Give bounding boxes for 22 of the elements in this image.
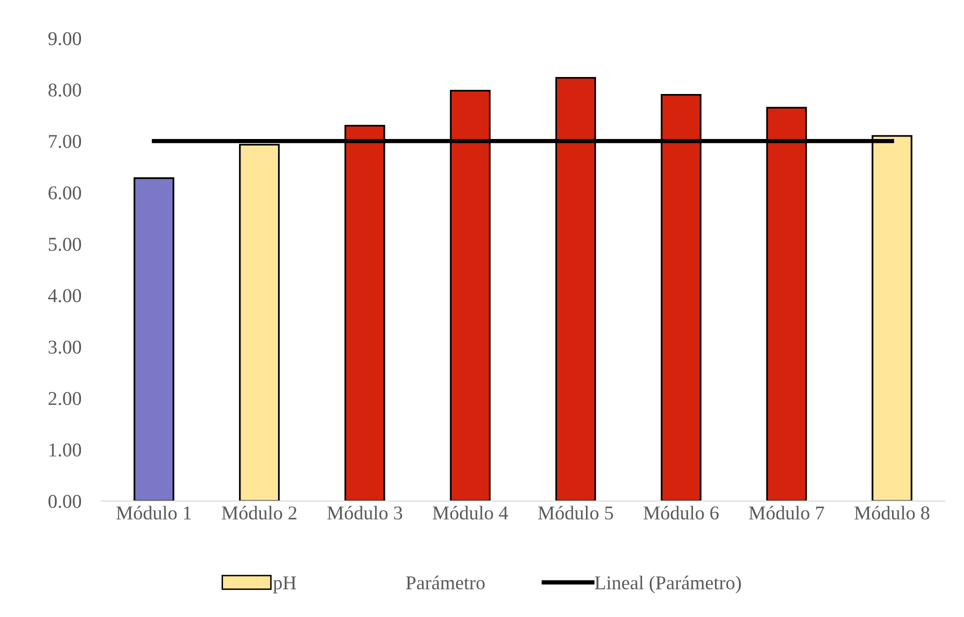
- x-tick-label: Módulo 3: [327, 506, 402, 520]
- x-tick-label: Módulo 2: [222, 506, 296, 520]
- y-tick-label: 1.00: [49, 443, 82, 457]
- bar: [134, 177, 174, 502]
- y-tick-label: 4.00: [48, 289, 82, 302]
- x-tick-label: Módulo 1: [116, 506, 191, 520]
- y-tick-label: 9.00: [48, 32, 82, 46]
- y-tick-label: 3.00: [48, 340, 82, 354]
- y-tick-label: 0.00: [48, 494, 82, 508]
- x-tick-label: Módulo 8: [854, 506, 930, 520]
- legend-label: pH: [273, 576, 296, 594]
- legend-label: Lineal (Parámetro): [594, 576, 741, 594]
- y-tick-label: 2.00: [48, 392, 82, 406]
- y-tick-label: 8.00: [48, 83, 82, 97]
- x-tick-label: Módulo 4: [432, 506, 508, 520]
- x-tick-label: Módulo 6: [644, 506, 719, 520]
- y-tick-label: 5.00: [48, 238, 82, 251]
- y-tick-label: 6.00: [48, 186, 82, 200]
- text: Parámetro: [406, 576, 485, 590]
- y-tick-label: 7.00: [49, 134, 82, 148]
- x-tick-label: Módulo 5: [538, 506, 614, 520]
- x-tick-label: Módulo 7: [749, 506, 824, 520]
